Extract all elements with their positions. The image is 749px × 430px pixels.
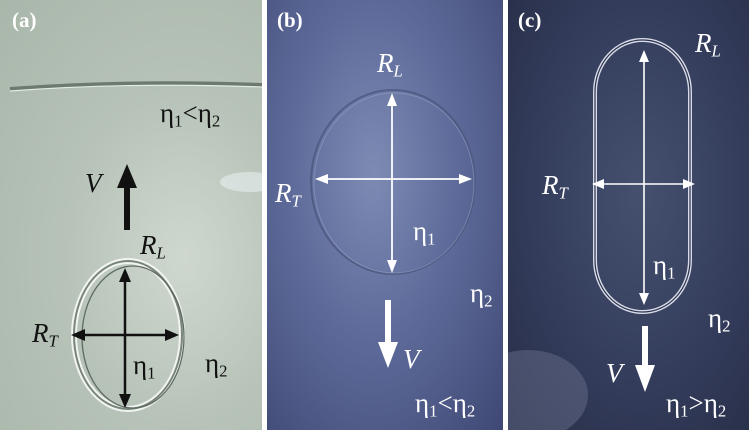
- rt-label: RT: [32, 318, 58, 351]
- eta2-label: η2: [708, 303, 731, 336]
- panel-b: (b) RL RT η1 η2 V η1<η2: [267, 0, 503, 430]
- rl-label: RL: [377, 48, 403, 81]
- velocity-label: V: [85, 168, 102, 198]
- panel-label: (b): [277, 8, 303, 32]
- panel-a-drawing: [9, 81, 262, 412]
- drop-outline: [310, 89, 476, 275]
- panel-c-drawing: [508, 38, 695, 430]
- panel-label: (a): [12, 8, 37, 32]
- panel-a: (a) η1<η2 V RL RT η1 η2: [0, 0, 262, 430]
- panel-c: (c) RL RT η1 η2 V η1>η2: [508, 0, 749, 430]
- rt-label: RT: [275, 178, 301, 211]
- eta1-label: η1: [133, 350, 156, 383]
- bubble-outline: [593, 38, 692, 314]
- panel-label: (c): [518, 8, 542, 32]
- eta2-label: η2: [205, 348, 228, 381]
- panel-b-drawing: [310, 89, 476, 368]
- rt-label: RT: [542, 170, 568, 203]
- viscosity-ratio: η1<η2: [415, 388, 476, 421]
- rl-label: RL: [695, 28, 721, 61]
- velocity-label: V: [403, 344, 420, 374]
- eta2-label: η2: [470, 278, 493, 311]
- rl-label: RL: [140, 230, 166, 263]
- eta1-label: η1: [653, 250, 676, 283]
- viscosity-ratio: η1<η2: [160, 98, 221, 131]
- interface-line: [9, 81, 262, 91]
- eta1-label: η1: [413, 216, 436, 249]
- velocity-label: V: [606, 358, 623, 388]
- viscosity-ratio: η1>η2: [666, 388, 727, 421]
